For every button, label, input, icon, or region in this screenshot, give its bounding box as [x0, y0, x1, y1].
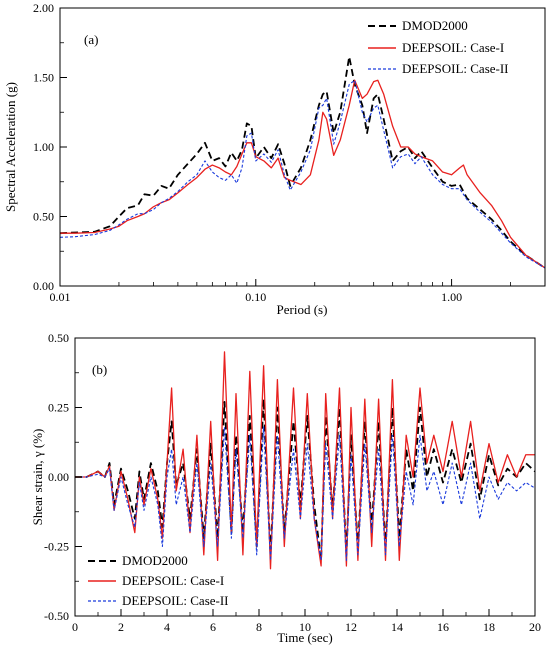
panel-b-series-deepsoil-case-i — [75, 351, 535, 570]
panel-b-legend-label-case-i: DEEPSOIL: Case-I — [122, 573, 224, 588]
panel-a-y-tick-label: 0.50 — [33, 210, 54, 224]
panel-b-legend-entry-case-ii: DEEPSOIL: Case-II — [88, 593, 229, 608]
panel-b-y-tick-label: -0.50 — [44, 609, 69, 623]
panel-a-y-axis-title: Spectral Acceleration (g) — [3, 82, 18, 212]
panel-b-y-tick-label: 0.50 — [48, 331, 69, 345]
panel-a-legend-entry-case-ii: DEEPSOIL: Case-II — [368, 61, 509, 76]
panel-b-x-tick-label: 8 — [256, 620, 262, 634]
panel-b-x-tick-label: 14 — [391, 620, 403, 634]
panel-a-legend-label-dmod2000: DMOD2000 — [402, 18, 468, 33]
panel-b-y-axis-title: Shear strain, γ (%) — [30, 429, 45, 526]
panel-a-series-layer — [60, 55, 545, 269]
panel-b-x-tick-label: 16 — [437, 620, 449, 634]
panel-b-legend-entry-dmod2000: DMOD2000 — [88, 553, 188, 568]
panel-a-label: (a) — [84, 32, 98, 47]
panel-a-x-tick-label: 0.10 — [245, 290, 266, 304]
panel-b-x-tick-label: 6 — [210, 620, 216, 634]
panel-a-spectral-acceleration: 0.01 0.10 1.00 0.00 0.50 1.00 1.50 2.00 (a) DMO… — [3, 1, 546, 317]
panel-b-ticks: 0 2 4 6 8 10 12 14 16 18 20 -0.50 -0.25 0.00 0.25 0.50 — [44, 331, 541, 634]
panel-a-legend-entry-dmod2000: DMOD2000 — [368, 18, 468, 33]
panel-b-x-tick-label: 2 — [118, 620, 124, 634]
panel-a-series-deepsoil-case-ii — [60, 79, 545, 269]
panel-b-y-tick-label: -0.25 — [44, 540, 69, 554]
panel-b-series-deepsoil-case-ii — [75, 426, 535, 561]
panel-b-x-tick-label: 10 — [299, 620, 311, 634]
panel-a-series-deepsoil-case-i — [60, 79, 545, 269]
panel-b-x-tick-label: 4 — [164, 620, 170, 634]
panel-b-x-tick-label: 12 — [345, 620, 357, 634]
panel-b-label: (b) — [92, 362, 107, 377]
panel-b-legend-label-case-ii: DEEPSOIL: Case-II — [122, 593, 229, 608]
panel-b-legend-entry-case-i: DEEPSOIL: Case-I — [88, 573, 224, 588]
panel-b-x-tick-label: 20 — [529, 620, 541, 634]
panel-a-y-tick-label: 0.00 — [33, 279, 54, 293]
panel-a-series-dmod2000 — [60, 55, 545, 269]
panel-a-ticks: 0.01 0.10 1.00 0.00 0.50 1.00 1.50 2.00 — [33, 1, 511, 304]
panel-b-x-axis-title: Time (sec) — [277, 630, 333, 645]
panel-a-y-tick-label: 1.00 — [33, 140, 54, 154]
panel-a-y-tick-label: 1.50 — [33, 71, 54, 85]
panel-a-x-tick-label: 0.01 — [50, 290, 71, 304]
panel-a-legend: DMOD2000 DEEPSOIL: Case-I DEEPSOIL: Case… — [368, 18, 509, 76]
panel-b-legend-label-dmod2000: DMOD2000 — [122, 553, 188, 568]
panel-b-series-dmod2000 — [75, 398, 535, 562]
panel-a-legend-entry-case-i: DEEPSOIL: Case-I — [368, 40, 504, 55]
panel-b-x-tick-label: 0 — [72, 620, 78, 634]
panel-b-y-tick-label: 0.25 — [48, 401, 69, 415]
panel-b-x-tick-label: 18 — [483, 620, 495, 634]
panel-b-y-tick-label: 0.00 — [48, 470, 69, 484]
panel-b-series-layer — [75, 351, 535, 570]
panel-b-legend: DMOD2000 DEEPSOIL: Case-I DEEPSOIL: Case… — [88, 553, 229, 608]
panel-a-legend-label-case-i: DEEPSOIL: Case-I — [402, 40, 504, 55]
panel-a-legend-label-case-ii: DEEPSOIL: Case-II — [402, 61, 509, 76]
panel-a-x-axis-title: Period (s) — [277, 302, 328, 317]
panel-b-shear-strain: 0 2 4 6 8 10 12 14 16 18 20-0.50-0.250.000.250.50 … — [30, 331, 541, 645]
panel-a-x-tick-label: 1.00 — [441, 290, 462, 304]
panel-a-y-tick-label: 2.00 — [33, 1, 54, 15]
